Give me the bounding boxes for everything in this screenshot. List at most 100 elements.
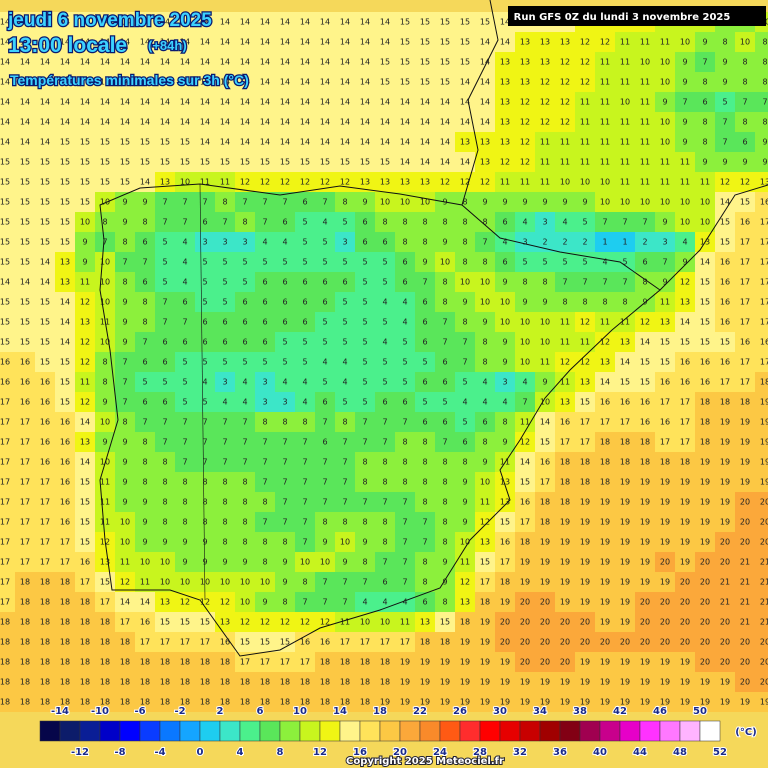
- cell-color: [75, 72, 95, 92]
- colorbar-box: [679, 720, 701, 742]
- cell-value: 8: [122, 418, 127, 427]
- cell-color: [355, 152, 375, 172]
- cell-color: [375, 192, 395, 212]
- cell-color: [135, 212, 155, 232]
- cell-color: [695, 152, 715, 172]
- cell-value: 15: [440, 38, 450, 47]
- cell-color: [135, 112, 155, 132]
- cell-value: 17: [40, 478, 50, 487]
- cell-value: 10: [580, 178, 590, 187]
- cell-value: 15: [260, 638, 270, 647]
- cell-value: 4: [262, 238, 267, 247]
- cell-value: 13: [540, 38, 550, 47]
- cell-color: [175, 152, 195, 172]
- colorbar-box: [339, 720, 361, 742]
- cell-value: 11: [600, 118, 610, 127]
- cell-value: 8: [102, 378, 107, 387]
- cell-color: [435, 112, 455, 132]
- cell-value: 14: [280, 38, 290, 47]
- cell-value: 15: [140, 158, 150, 167]
- cell-value: 17: [20, 558, 30, 567]
- cell-value: 14: [500, 38, 510, 47]
- cell-value: 6: [482, 418, 487, 427]
- cell-color: [735, 72, 755, 92]
- cell-value: 14: [100, 118, 110, 127]
- cell-value: 7: [762, 98, 767, 107]
- cell-value: 20: [700, 658, 710, 667]
- cell-color: [275, 12, 295, 32]
- cell-color: [255, 52, 275, 72]
- cell-value: 20: [520, 638, 530, 647]
- cell-value: 11: [620, 118, 630, 127]
- cell-color: [655, 192, 675, 212]
- cell-value: 17: [360, 638, 370, 647]
- cell-value: 8: [402, 458, 407, 467]
- cell-value: 15: [420, 18, 430, 27]
- cell-value: 15: [260, 158, 270, 167]
- cell-value: 10: [500, 298, 510, 307]
- cell-value: 9: [502, 338, 507, 347]
- cell-value: 7: [422, 278, 427, 287]
- cell-value: 9: [182, 538, 187, 547]
- cell-value: 14: [60, 118, 70, 127]
- cell-color: [415, 12, 435, 32]
- cell-value: 14: [80, 458, 90, 467]
- cell-value: 8: [262, 418, 267, 427]
- cell-value: 16: [20, 378, 30, 387]
- cell-value: 18: [700, 398, 710, 407]
- cell-value: 11: [620, 158, 630, 167]
- cell-value: 7: [182, 458, 187, 467]
- cell-value: 13: [500, 78, 510, 87]
- cell-color: [655, 132, 675, 152]
- cell-value: 8: [422, 478, 427, 487]
- cell-color: [75, 92, 95, 112]
- cell-value: 9: [742, 158, 747, 167]
- cell-value: 18: [360, 698, 370, 707]
- cell-value: 12: [280, 178, 290, 187]
- cell-value: 17: [20, 538, 30, 547]
- cell-color: [195, 232, 215, 252]
- cell-value: 14: [180, 58, 190, 67]
- cell-value: 7: [302, 438, 307, 447]
- cell-color: [315, 152, 335, 172]
- cell-value: 4: [382, 338, 387, 347]
- cell-value: 5: [322, 338, 327, 347]
- cell-color: [235, 172, 255, 192]
- cell-value: 20: [680, 638, 690, 647]
- cell-color: [75, 112, 95, 132]
- cell-value: 14: [360, 58, 370, 67]
- cell-value: 15: [120, 138, 130, 147]
- cell-value: 4: [242, 398, 247, 407]
- cell-color: [715, 172, 735, 192]
- cell-value: 6: [382, 238, 387, 247]
- cell-color: [55, 12, 75, 32]
- cell-value: 18: [260, 678, 270, 687]
- cell-value: 17: [720, 378, 730, 387]
- cell-value: 20: [560, 658, 570, 667]
- cell-value: 6: [282, 278, 287, 287]
- cell-value: 18: [60, 578, 70, 587]
- cell-value: 12: [640, 318, 650, 327]
- cell-color: [275, 72, 295, 92]
- cell-value: 21: [740, 618, 750, 627]
- cell-value: 5: [162, 238, 167, 247]
- cell-color: [395, 232, 415, 252]
- cell-value: 14: [240, 18, 250, 27]
- cell-value: 18: [700, 438, 710, 447]
- colorbar-label: 26: [453, 706, 467, 717]
- cell-value: 15: [80, 478, 90, 487]
- cell-value: 10: [660, 138, 670, 147]
- cell-color: [75, 152, 95, 172]
- cell-value: 14: [220, 38, 230, 47]
- colorbar-box: [359, 720, 381, 742]
- cell-value: 14: [160, 118, 170, 127]
- cell-value: 12: [560, 358, 570, 367]
- colorbar-label: 42: [613, 706, 627, 717]
- cell-color: [695, 52, 715, 72]
- cell-color: [275, 52, 295, 72]
- colorbar-box: [559, 720, 581, 742]
- cell-value: 17: [340, 638, 350, 647]
- cell-value: 3: [202, 238, 207, 247]
- cell-value: 8: [242, 538, 247, 547]
- cell-value: 10: [100, 418, 110, 427]
